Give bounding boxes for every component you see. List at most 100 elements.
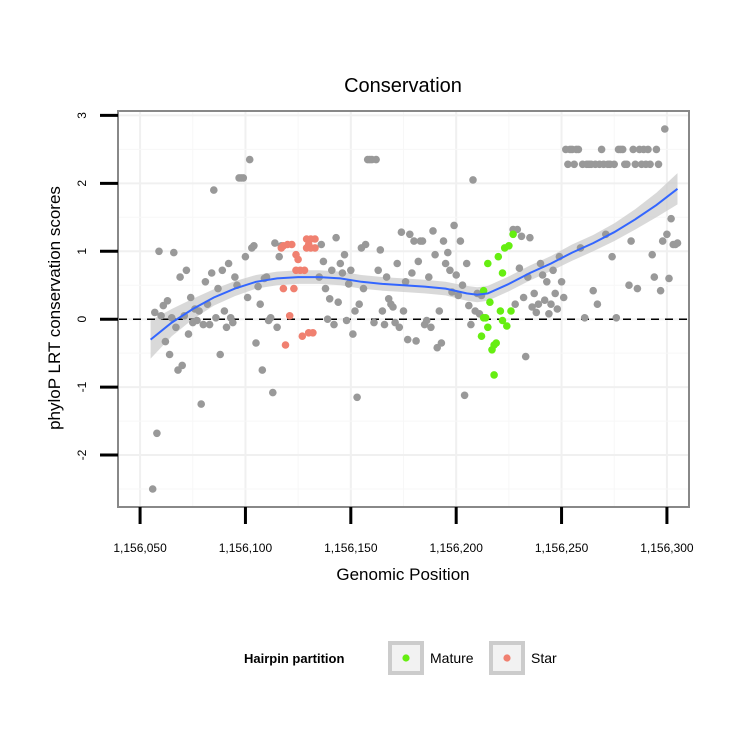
data-point-other xyxy=(340,250,349,259)
data-point-other xyxy=(245,155,254,164)
data-point-other xyxy=(163,297,172,305)
y-tick-label: -1 xyxy=(75,381,89,392)
data-point-other xyxy=(317,240,326,249)
data-point-other xyxy=(536,259,545,268)
data-point-other xyxy=(273,323,281,332)
data-point-other xyxy=(186,293,195,302)
data-point-other xyxy=(557,278,566,286)
data-point-other xyxy=(165,350,174,359)
data-point-other xyxy=(151,308,159,317)
smooth-curve xyxy=(149,188,679,341)
data-point-mature xyxy=(481,314,490,322)
data-point-other xyxy=(465,301,473,310)
data-point-other xyxy=(623,160,631,169)
data-point-other xyxy=(612,314,621,322)
data-point-other xyxy=(389,303,397,311)
data-point-other xyxy=(325,295,334,303)
data-point-other xyxy=(218,266,227,275)
data-point-other xyxy=(349,330,357,338)
data-point-star xyxy=(298,332,307,341)
data-point-other xyxy=(437,339,446,347)
data-point-other xyxy=(344,280,353,288)
data-point-other xyxy=(372,155,380,164)
data-point-other xyxy=(176,273,184,281)
data-point-mature xyxy=(494,252,503,261)
data-point-other xyxy=(395,323,404,332)
data-point-other xyxy=(559,293,568,302)
data-point-other xyxy=(648,250,656,259)
data-point-other xyxy=(254,282,262,291)
data-point-other xyxy=(452,271,461,279)
data-point-other xyxy=(564,160,572,169)
data-point-other xyxy=(629,145,637,154)
data-point-other xyxy=(528,303,536,311)
data-point-other xyxy=(370,318,378,327)
data-point-other xyxy=(450,221,458,230)
y-tick-label: 1 xyxy=(75,248,89,255)
data-point-other xyxy=(444,248,452,257)
data-point-other xyxy=(199,320,208,329)
data-point-other xyxy=(170,248,178,257)
data-point-other xyxy=(275,252,284,261)
data-point-other xyxy=(408,269,416,277)
data-point-other xyxy=(427,323,435,332)
data-point-star xyxy=(309,329,317,337)
data-point-other xyxy=(652,145,661,154)
x-tick-label: 1,156,250 xyxy=(535,541,589,555)
data-point-mature xyxy=(503,322,511,330)
x-tick-label: 1,156,150 xyxy=(324,541,378,555)
data-point-other xyxy=(540,296,549,305)
data-point-other xyxy=(618,145,627,154)
data-point-other xyxy=(182,266,191,275)
data-point-other xyxy=(323,315,332,324)
data-point-other xyxy=(378,307,387,315)
data-point-other xyxy=(332,233,340,242)
data-point-other xyxy=(359,284,368,293)
data-point-other xyxy=(422,316,431,325)
data-point-other xyxy=(665,274,673,283)
data-point-other xyxy=(334,298,343,307)
data-point-star xyxy=(285,312,294,320)
data-point-other xyxy=(172,323,180,332)
data-point-star xyxy=(279,284,288,293)
data-point-other xyxy=(673,239,682,247)
data-point-other xyxy=(250,242,258,250)
data-point-mature xyxy=(486,298,494,307)
data-point-other xyxy=(532,308,541,317)
data-point-other xyxy=(580,314,589,322)
data-point-other xyxy=(258,366,267,374)
data-point-other xyxy=(212,314,220,322)
data-point-other xyxy=(521,352,530,361)
y-axis: -2 -1 0 1 2 3 xyxy=(75,112,118,460)
data-point-other xyxy=(382,273,391,281)
data-point-other xyxy=(347,266,355,275)
data-point-other xyxy=(654,160,663,169)
data-point-mature xyxy=(505,242,513,250)
data-point-other xyxy=(656,286,665,295)
data-point-other xyxy=(351,307,359,315)
data-point-other xyxy=(574,145,583,154)
data-point-other xyxy=(538,271,547,279)
data-point-other xyxy=(526,233,534,242)
data-point-mature xyxy=(496,307,505,315)
data-point-other xyxy=(435,307,444,315)
data-point-other xyxy=(222,323,231,332)
data-point-other xyxy=(361,240,370,249)
data-point-other xyxy=(161,337,170,346)
data-point-other xyxy=(319,257,328,266)
data-point-other xyxy=(224,259,233,268)
y-tick-label: 2 xyxy=(75,180,89,187)
data-point-other xyxy=(229,318,237,327)
data-point-other xyxy=(460,391,469,400)
data-point-mature xyxy=(484,259,492,268)
data-point-other xyxy=(547,300,555,309)
data-point-star xyxy=(290,284,298,293)
data-point-other xyxy=(663,230,671,239)
data-point-other xyxy=(425,273,433,281)
x-tick-label: 1,156,100 xyxy=(219,541,273,555)
legend-label-mature: Mature xyxy=(430,650,474,666)
data-point-star xyxy=(311,235,319,243)
data-point-other xyxy=(517,232,526,241)
data-point-other xyxy=(439,237,448,245)
y-tick-label: -2 xyxy=(75,449,89,460)
